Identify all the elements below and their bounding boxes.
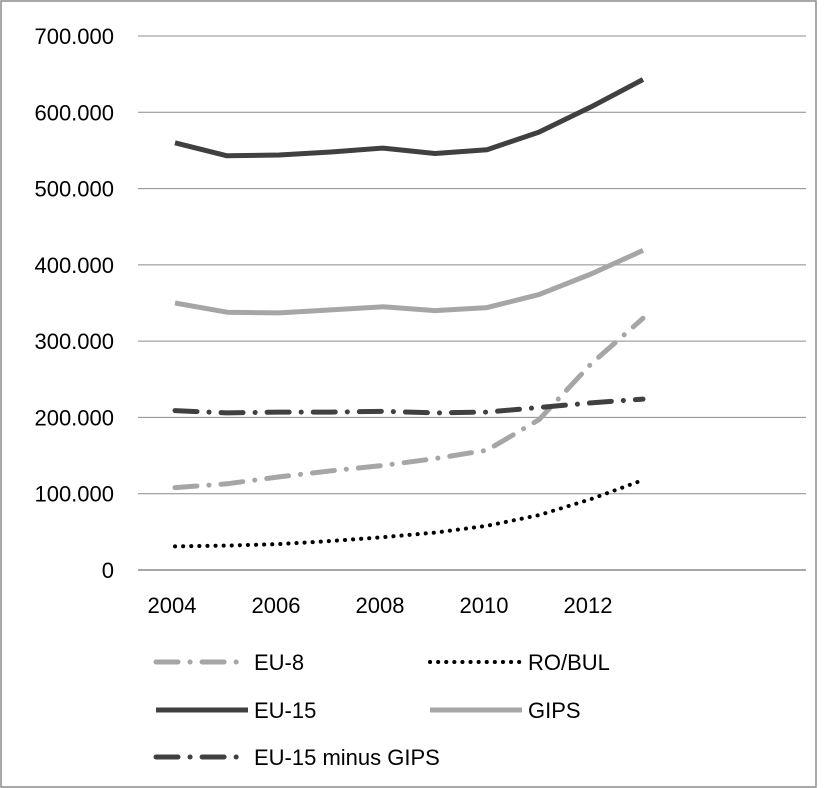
legend-label: GIPS: [528, 698, 581, 723]
y-tick-label: 600.000: [34, 100, 114, 125]
y-tick-label: 500.000: [34, 177, 114, 202]
x-axis-tick-labels: 2004 2006 2008 2010 2012: [148, 593, 613, 618]
x-tick-label: 2006: [252, 593, 301, 618]
y-tick-label: 100.000: [34, 482, 114, 507]
legend-label: EU-15 minus GIPS: [254, 745, 440, 770]
series-line-eu-15-minus-gips: [172, 396, 646, 416]
series-line-eu-8: [172, 315, 646, 491]
series-line-ro-bul: [173, 478, 645, 549]
series-lines: [172, 77, 646, 549]
y-tick-label: 400.000: [34, 253, 114, 278]
legend: EU-8 RO/BUL EU-15 GIPS EU-15 minus GIPS: [153, 650, 610, 770]
legend-label: RO/BUL: [528, 650, 610, 675]
series-line-gips: [174, 248, 645, 316]
gridlines: [138, 35, 806, 571]
x-tick-label: 2004: [148, 593, 197, 618]
y-tick-label: 0: [102, 558, 114, 583]
y-axis-tick-labels: 0 100.000 200.000 300.000 400.000 500.000 600.…: [34, 24, 114, 583]
x-tick-label: 2012: [564, 593, 613, 618]
y-tick-label: 300.000: [34, 329, 114, 354]
x-tick-label: 2010: [460, 593, 509, 618]
x-tick-label: 2008: [356, 593, 405, 618]
y-tick-label: 700.000: [34, 24, 114, 49]
series-line-eu-15: [174, 77, 645, 159]
y-tick-label: 200.000: [34, 405, 114, 430]
legend-label: EU-8: [254, 650, 304, 675]
legend-label: EU-15: [254, 698, 316, 723]
